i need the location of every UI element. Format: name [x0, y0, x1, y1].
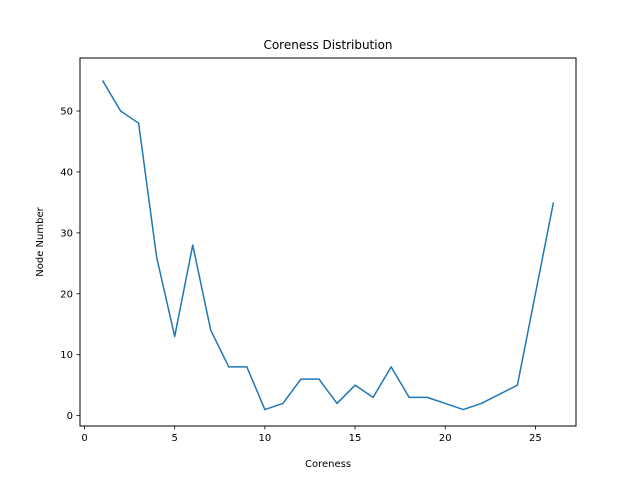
chart-title: Coreness Distribution [263, 38, 392, 52]
series-line [101, 80, 555, 411]
axes: 0 5 10 15 20 25 0 10 20 30 40 50 [60, 107, 542, 444]
plot-marks [101, 80, 555, 411]
y-tick-label: 40 [60, 167, 73, 178]
x-tick-label: 0 [81, 433, 87, 444]
plot-frame [79, 57, 577, 427]
x-tick-label: 20 [439, 433, 452, 444]
y-tick-label: 20 [60, 289, 73, 300]
x-tick-label: 5 [172, 433, 178, 444]
y-tick-label: 0 [67, 411, 73, 422]
x-tick-label: 15 [349, 433, 362, 444]
y-tick-label: 50 [60, 107, 73, 118]
y-axis-label: Node Number [35, 206, 46, 276]
x-axis-label: Coreness [305, 459, 351, 470]
x-tick-label: 10 [259, 433, 272, 444]
y-tick-label: 10 [60, 350, 73, 361]
x-tick-label: 25 [529, 433, 542, 444]
y-tick-label: 30 [60, 228, 73, 239]
